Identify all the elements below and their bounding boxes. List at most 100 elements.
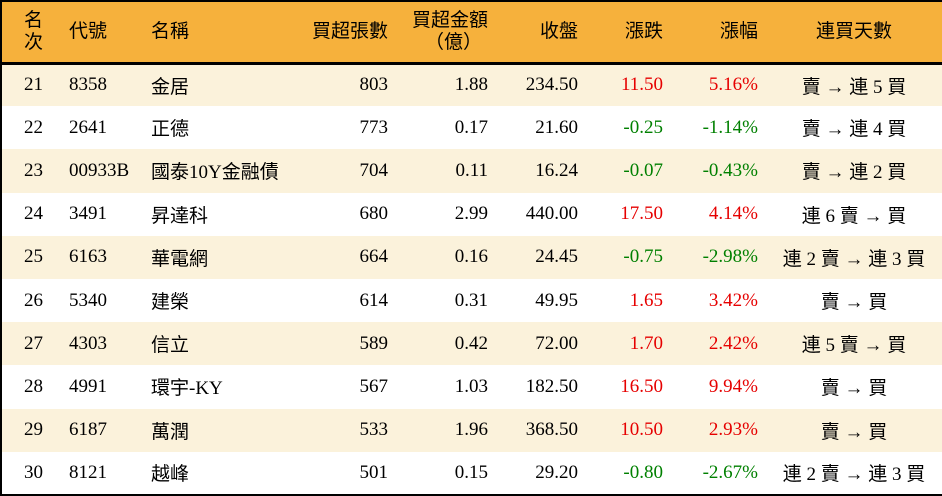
cell-pct: 9.94% — [708, 375, 758, 397]
table-row: 24 3491 昇達科 680 2.99 440.00 17.50 4.14% 連 6 賣 → … — [1, 192, 942, 236]
table-row: 22 2641 正德 773 0.17 21.60 -0.25 -1.14% 賣 → 連 4 買 — [1, 106, 942, 150]
cell-streak: 賣 → 連 2 買 — [801, 162, 907, 184]
cell-amount: 1.03 — [454, 375, 488, 397]
cell-close: 16.24 — [535, 159, 578, 181]
cell-streak: 賣 → 買 — [820, 421, 888, 443]
cell-volume: 567 — [359, 375, 389, 397]
cell-close: 440.00 — [525, 203, 578, 225]
cell-volume: 589 — [359, 332, 389, 354]
table-row: 25 6163 華電網 664 0.16 24.45 -0.75 -2.98% 連 2 賣 → … — [1, 235, 942, 279]
cell-streak: 賣 → 買 — [820, 292, 888, 314]
cell-name: 建榮 — [151, 292, 190, 314]
cell-name: 正德 — [151, 119, 190, 141]
cell-rank: 24 — [24, 203, 43, 225]
header-row: 名次 代號 名稱 買超張數 買超金額 （億） 收盤 漲跌 漲幅 連買天數 — [1, 1, 942, 65]
cell-close: 24.45 — [535, 246, 578, 268]
col-header-amount-line2: （億） — [424, 31, 482, 53]
cell-change: 1.70 — [629, 332, 663, 354]
cell-name: 華電網 — [151, 248, 209, 270]
cell-code: 6187 — [69, 419, 107, 441]
cell-code: 00933B — [69, 159, 130, 181]
cell-rank: 30 — [24, 461, 43, 483]
cell-change: 1.65 — [629, 289, 663, 311]
cell-change: 10.50 — [620, 419, 663, 441]
cell-rank: 26 — [24, 289, 43, 311]
cell-amount: 2.99 — [454, 203, 488, 225]
cell-name: 信立 — [151, 335, 190, 357]
col-header-amount: 買超金額 （億） — [396, 1, 496, 65]
cell-change: 16.50 — [620, 375, 663, 397]
cell-streak: 賣 → 連 4 買 — [801, 119, 907, 141]
cell-pct: -1.14% — [702, 116, 758, 138]
cell-rank: 21 — [24, 74, 43, 96]
cell-pct: 2.93% — [708, 419, 758, 441]
cell-amount: 1.88 — [454, 74, 488, 96]
cell-name: 越峰 — [151, 464, 190, 486]
cell-rank: 22 — [24, 116, 43, 138]
table-row: 30 8121 越峰 501 0.15 29.20 -0.80 -2.67% 連 2 賣 → 連… — [1, 451, 942, 495]
cell-name: 萬潤 — [151, 421, 190, 443]
cell-streak: 連 5 賣 → 買 — [801, 335, 907, 357]
table-row: 21 8358 金居 803 1.88 234.50 11.50 5.16% 賣 → 連 5 買 — [1, 63, 942, 107]
table-row: 27 4303 信立 589 0.42 72.00 1.70 2.42% 連 5 賣 → 買 — [1, 322, 942, 366]
cell-streak: 連 2 賣 → 連 3 買 — [782, 248, 926, 270]
cell-name: 環宇-KY — [151, 378, 223, 400]
table-row: 29 6187 萬潤 533 1.96 368.50 10.50 2.93% 賣 → 買 — [1, 408, 942, 452]
cell-code: 8121 — [69, 461, 107, 483]
cell-rank: 28 — [24, 375, 43, 397]
cell-pct: -0.43% — [702, 159, 758, 181]
cell-change: 17.50 — [620, 203, 663, 225]
col-header-close: 收盤 — [496, 1, 586, 65]
cell-streak: 賣 → 買 — [820, 378, 888, 400]
cell-pct: -2.67% — [702, 461, 758, 483]
cell-volume: 680 — [359, 203, 389, 225]
cell-close: 49.95 — [535, 289, 578, 311]
cell-name: 金居 — [151, 76, 190, 98]
cell-code: 3491 — [69, 203, 107, 225]
cell-code: 6163 — [69, 246, 107, 268]
cell-pct: 4.14% — [708, 203, 758, 225]
cell-pct: 2.42% — [708, 332, 758, 354]
cell-volume: 614 — [359, 289, 389, 311]
cell-amount: 0.16 — [454, 246, 488, 268]
cell-rank: 25 — [24, 246, 43, 268]
cell-code: 8358 — [69, 74, 107, 96]
cell-pct: -2.98% — [702, 246, 758, 268]
cell-volume: 773 — [359, 116, 389, 138]
cell-change: 11.50 — [620, 74, 663, 96]
cell-close: 182.50 — [525, 375, 578, 397]
table-row: 26 5340 建榮 614 0.31 49.95 1.65 3.42% 賣 → 買 — [1, 278, 942, 323]
table-row: 28 4991 環宇-KY 567 1.03 182.50 16.50 9.94% 賣 → 買 — [1, 365, 942, 409]
col-header-rank: 名次 — [1, 1, 61, 65]
cell-rank: 23 — [24, 159, 43, 181]
cell-streak: 連 2 賣 → 連 3 買 — [782, 464, 926, 486]
cell-code: 4303 — [69, 332, 107, 354]
cell-change: -0.25 — [623, 116, 663, 138]
cell-code: 2641 — [69, 116, 107, 138]
cell-amount: 0.11 — [455, 159, 488, 181]
cell-change: -0.75 — [623, 246, 663, 268]
cell-rank: 29 — [24, 419, 43, 441]
cell-amount: 1.96 — [454, 419, 488, 441]
col-header-streak: 連買天數 — [766, 1, 942, 65]
cell-amount: 0.31 — [454, 289, 488, 311]
table-header: 名次 代號 名稱 買超張數 買超金額 （億） 收盤 漲跌 漲幅 連買天數 — [1, 1, 942, 65]
col-header-change: 漲跌 — [586, 1, 671, 65]
cell-code: 4991 — [69, 375, 107, 397]
cell-amount: 0.17 — [454, 116, 488, 138]
table-row: 23 00933B 國泰10Y金融債 704 0.11 16.24 -0.07 -0.43% 賣… — [1, 149, 942, 193]
col-header-code: 代號 — [61, 1, 149, 65]
cell-name: 昇達科 — [151, 205, 209, 227]
cell-close: 21.60 — [535, 116, 578, 138]
cell-change: -0.07 — [623, 159, 663, 181]
cell-volume: 803 — [359, 74, 389, 96]
cell-amount: 0.15 — [454, 461, 488, 483]
col-header-name: 名稱 — [149, 1, 311, 65]
cell-close: 72.00 — [535, 332, 578, 354]
col-header-pct: 漲幅 — [671, 1, 766, 65]
cell-volume: 664 — [359, 246, 389, 268]
cell-amount: 0.42 — [454, 332, 488, 354]
table-body: 21 8358 金居 803 1.88 234.50 11.50 5.16% 賣 → 連 5 買… — [1, 63, 942, 495]
